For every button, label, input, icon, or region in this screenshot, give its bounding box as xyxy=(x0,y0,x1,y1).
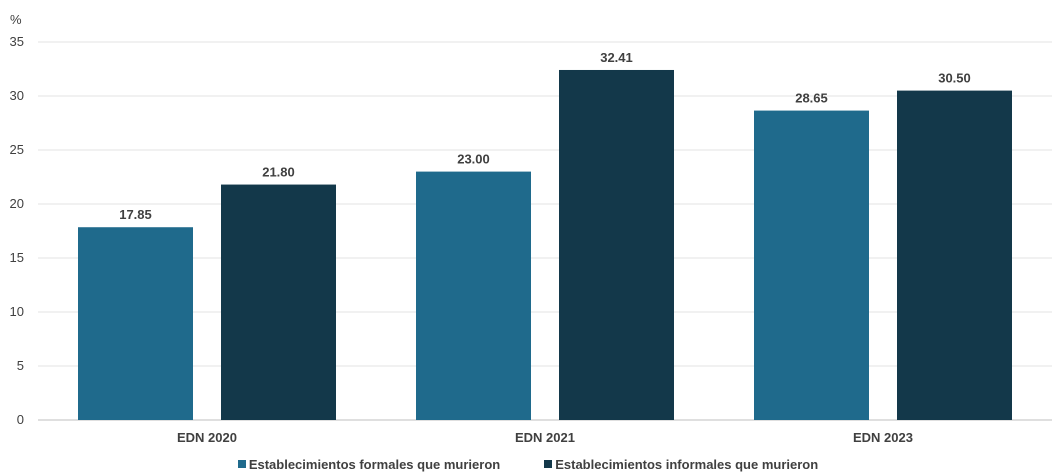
y-tick-label: 10 xyxy=(10,304,24,319)
x-category-label: EDN 2023 xyxy=(853,430,913,445)
bar-edn-2020-series-1 xyxy=(221,184,336,420)
x-axis-categories: EDN 2020 EDN 2021 EDN 2023 xyxy=(177,430,913,445)
data-label: 30.50 xyxy=(938,71,971,86)
bar-edn-2021-series-0 xyxy=(416,171,531,420)
y-tick-label: 5 xyxy=(17,358,24,373)
data-label: 28.65 xyxy=(795,91,828,106)
legend-swatch-informales xyxy=(544,460,553,468)
data-label: 23.00 xyxy=(457,152,490,167)
gridlines xyxy=(38,41,1052,421)
y-tick-label: 15 xyxy=(10,250,24,265)
x-category-label: EDN 2020 xyxy=(177,430,237,445)
bar-edn-2020-series-0 xyxy=(78,227,193,420)
legend-label-formales: Establecimientos formales que murieron xyxy=(248,456,501,472)
legend-item-informales: Establecimientos informales que murieron xyxy=(544,455,818,473)
data-label: 21.80 xyxy=(262,165,295,180)
bar-edn-2023-series-0 xyxy=(754,110,869,420)
bar-edn-2021-series-1 xyxy=(559,69,674,421)
data-label: 32.41 xyxy=(600,50,633,65)
chart-legend: Establecimientos formales que murieron E… xyxy=(0,455,1056,473)
legend-swatch-formales xyxy=(237,460,246,468)
bar-edn-2023-series-1 xyxy=(897,90,1012,420)
y-tick-label: 35 xyxy=(10,34,24,49)
bar-chart: % 0 5 10 15 20 25 30 35 17.85 21.80 23.00 32.41 28.… xyxy=(10,12,1052,445)
y-tick-label: 25 xyxy=(10,142,24,157)
y-tick-label: 30 xyxy=(10,88,24,103)
y-tick-label: 20 xyxy=(10,196,24,211)
y-axis-ticks: 0 5 10 15 20 25 30 35 xyxy=(10,34,24,427)
legend-item-formales: Establecimientos formales que murieron xyxy=(237,455,501,473)
legend-label-informales: Establecimientos informales que murieron xyxy=(555,456,819,472)
data-labels: 17.85 21.80 23.00 32.41 28.65 30.50 xyxy=(119,50,971,222)
y-axis-unit-label: % xyxy=(10,12,22,27)
x-category-label: EDN 2021 xyxy=(515,430,575,445)
data-label: 17.85 xyxy=(119,207,152,222)
bars xyxy=(78,69,1012,421)
y-tick-label: 0 xyxy=(17,412,24,427)
